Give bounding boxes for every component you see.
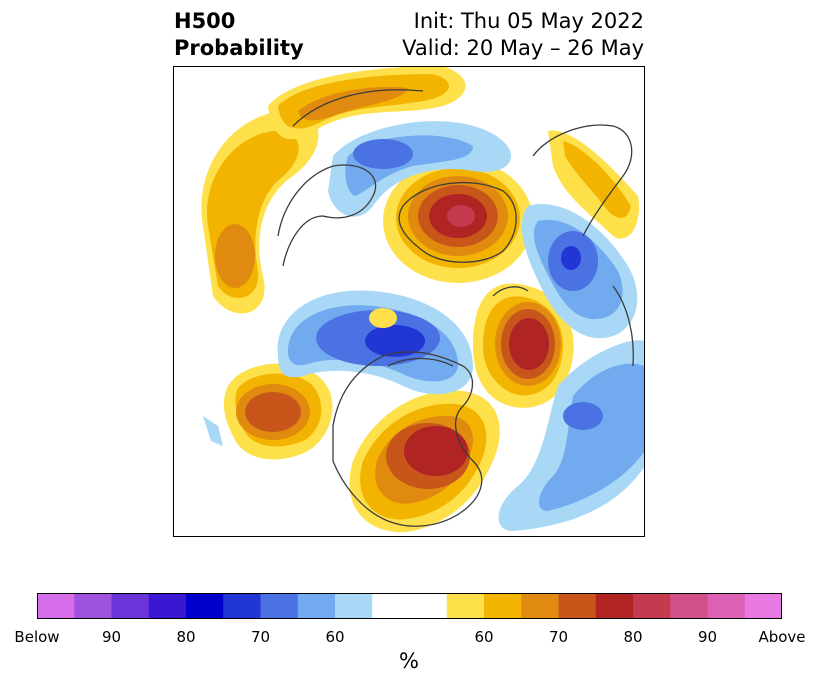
title-variable: H500 <box>174 9 236 33</box>
colorbar-tick-label: 80 <box>623 628 643 646</box>
colorbar-unit: % <box>399 649 419 673</box>
plot-title-left: H500 Probability <box>174 8 304 62</box>
title-quantity: Probability <box>174 36 304 60</box>
colorbar-cell <box>335 593 373 619</box>
anomaly-above-eastasia <box>548 130 639 239</box>
colorbar-frame <box>37 593 782 619</box>
anomaly-below-asia <box>521 204 638 339</box>
anomaly-below-atlantic <box>498 340 645 531</box>
colorbar-cell <box>558 593 597 619</box>
colorbar-cell <box>521 593 560 619</box>
colorbar-cell <box>297 593 336 619</box>
colorbar-cell <box>223 593 262 619</box>
anomaly-above-greenland <box>383 159 533 283</box>
colorbar-cell <box>186 593 224 619</box>
colorbar-tick-label: Above <box>758 628 806 646</box>
colorbar-cell <box>484 593 522 619</box>
anomaly-above-pole <box>369 308 397 328</box>
colorbar-cell <box>148 593 187 619</box>
colorbar-cell <box>595 593 634 619</box>
colorbar-tick-label: 90 <box>697 628 718 646</box>
anomaly-above-pacific <box>473 283 574 408</box>
colorbar-tick-label: Below <box>14 628 60 646</box>
colorbar-cell <box>111 593 150 619</box>
map-frame <box>173 66 645 537</box>
colorbar-tick-label: 70 <box>250 628 271 646</box>
valid-range: Valid: 20 May – 26 May <box>402 36 644 60</box>
anomaly-above-east-us <box>349 390 500 533</box>
colorbar-cell <box>37 593 75 619</box>
colorbar-tick-label: 60 <box>474 628 494 646</box>
coastlines <box>277 89 634 527</box>
anomaly-above-siberia <box>268 66 466 140</box>
anomaly-below-canada <box>277 290 473 395</box>
colorbar-cell <box>633 593 671 619</box>
colorbar-tick-label: 70 <box>548 628 569 646</box>
probability-map <box>173 66 645 537</box>
colorbar-tick-label: 80 <box>176 628 196 646</box>
colorbar-cell <box>260 593 299 619</box>
colorbar-cell <box>409 593 448 619</box>
init-date: Init: Thu 05 May 2022 <box>413 9 644 33</box>
colorbar-cell <box>744 593 782 619</box>
colorbar-cell <box>670 593 709 619</box>
colorbar-cell <box>707 593 746 619</box>
colorbar-cell <box>74 593 113 619</box>
anomaly-below-westpacific <box>203 416 223 446</box>
colorbar-cell <box>372 593 411 619</box>
colorbar <box>37 593 782 619</box>
colorbar-tick-label: 60 <box>325 628 345 646</box>
colorbar-tick-label: 90 <box>101 628 122 646</box>
anomaly-above-europe <box>201 110 319 314</box>
plot-title-right: Init: Thu 05 May 2022 Valid: 20 May – 26… <box>402 8 644 62</box>
anomaly-above-atlantic <box>223 363 333 460</box>
colorbar-cell <box>446 593 485 619</box>
